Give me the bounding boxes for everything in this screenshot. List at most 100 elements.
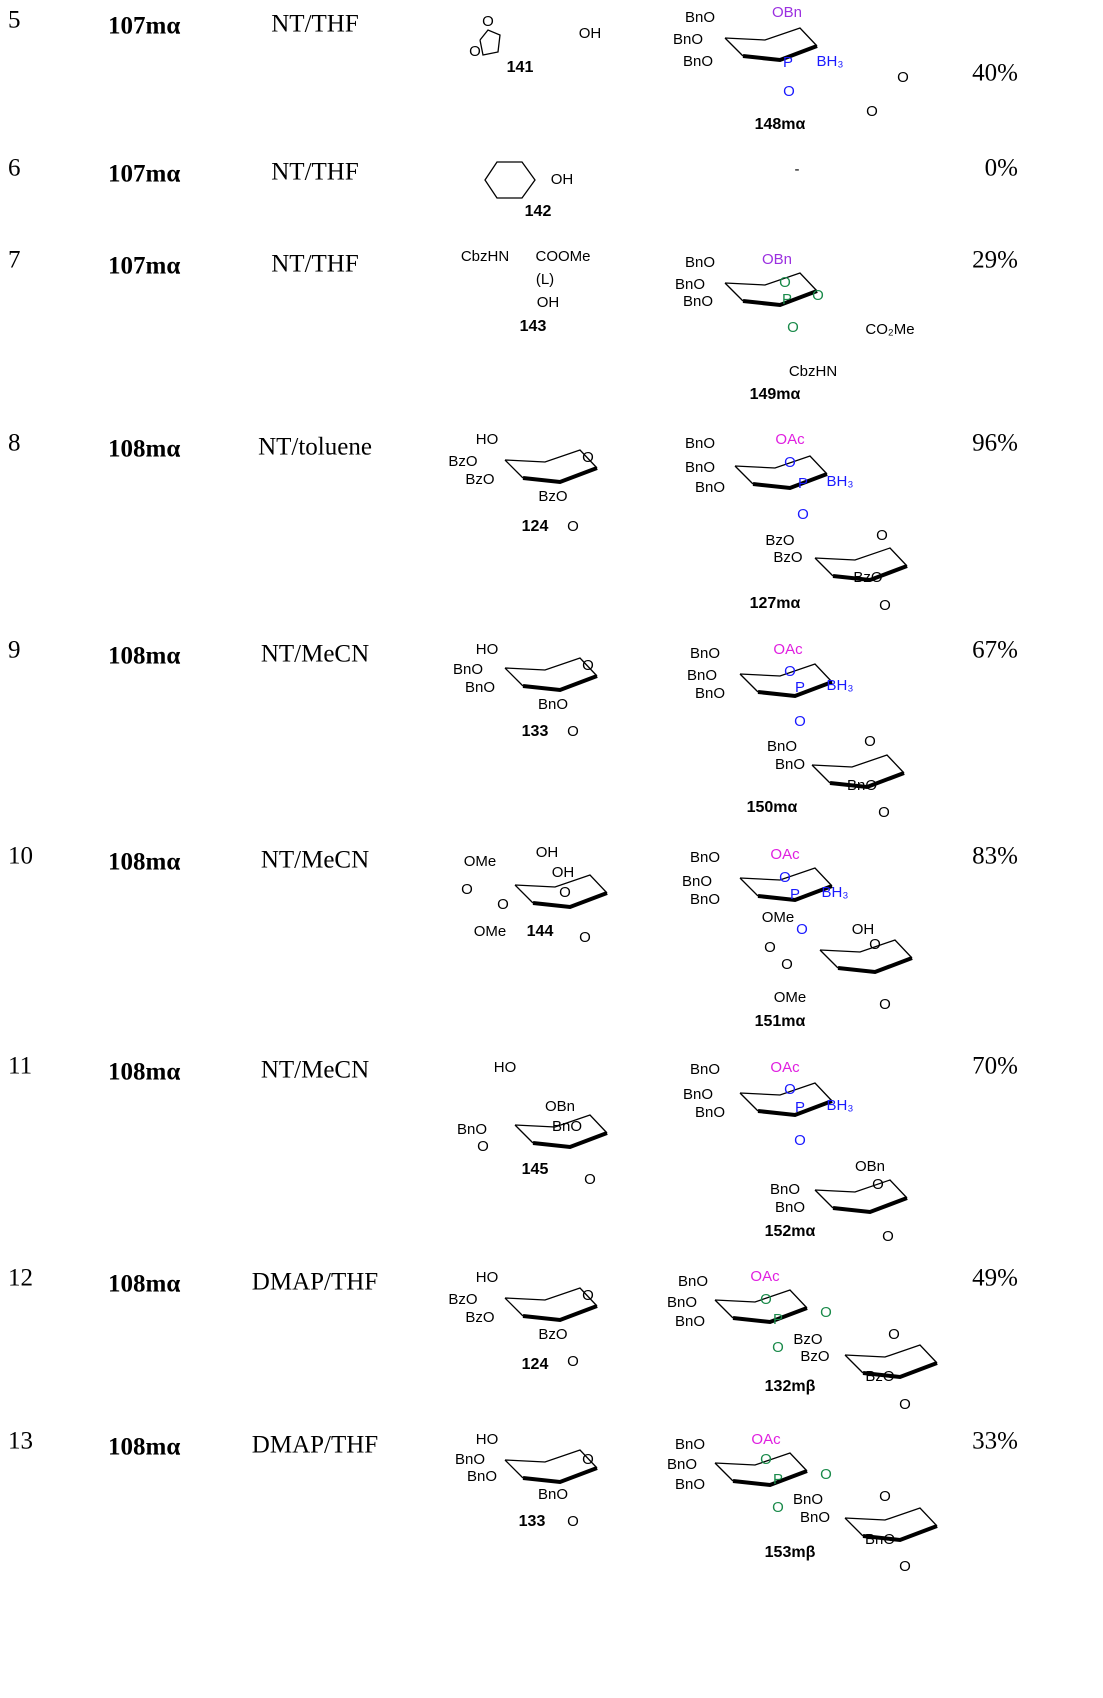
product-atom-label: BzO xyxy=(773,549,802,566)
product-atom-label: BH₃ xyxy=(827,677,854,694)
donor: 108mα xyxy=(108,643,180,670)
acceptor-id: 133 xyxy=(519,1513,546,1530)
product-atom-label: OAc xyxy=(750,1268,780,1285)
ring-bond xyxy=(504,449,598,469)
product-atom-label: BH₃ xyxy=(827,473,854,490)
acceptor-atom-label: O xyxy=(567,518,579,535)
product-atom-label: O xyxy=(779,274,791,291)
product-atom-label: O xyxy=(879,597,891,614)
conditions: NT/MeCN xyxy=(261,641,369,668)
ring-bond xyxy=(724,27,818,47)
product-atom-label: O xyxy=(899,1396,911,1413)
product-atom-label: BnO xyxy=(690,891,720,908)
product-atom-label: P xyxy=(790,886,800,903)
ring-bond xyxy=(504,667,524,687)
product-atom-label: O xyxy=(772,1499,784,1516)
acceptor-atom-label: BzO xyxy=(465,1309,494,1326)
product-atom-label: OMe xyxy=(762,909,795,926)
acceptor-atom-label: O xyxy=(497,896,509,913)
ring-bond xyxy=(739,663,833,683)
acceptor-atom-label: CbzHN xyxy=(461,248,509,265)
product-atom-label: O xyxy=(882,1228,894,1245)
product-atom-label: O xyxy=(866,103,878,120)
product-atom-label: BnO xyxy=(675,1436,705,1453)
entry-number: 7 xyxy=(8,247,21,274)
acceptor-atom-label: O xyxy=(461,881,473,898)
product-atom-label: BnO xyxy=(847,777,877,794)
ring-bond xyxy=(814,1179,908,1199)
product-atom-label: BnO xyxy=(690,645,720,662)
ring-bond-bold xyxy=(532,891,608,910)
ring-bond xyxy=(814,557,834,577)
product-atom-label: OBn xyxy=(855,1158,885,1175)
acceptor-atom-label: O xyxy=(559,884,571,901)
acceptor-atom-label: BnO xyxy=(467,1468,497,1485)
product-atom-label: BnO xyxy=(690,849,720,866)
acceptor-atom-label: O xyxy=(567,1353,579,1370)
ring-bond-bold xyxy=(752,472,828,491)
product-atom-label: BH₃ xyxy=(822,884,849,901)
ring-bond xyxy=(734,455,828,475)
product-atom-label: O xyxy=(888,1326,900,1343)
product-atom-label: BnO xyxy=(687,667,717,684)
ring-bond-bold xyxy=(862,1524,938,1543)
acceptor-atom-label: HO xyxy=(476,1269,499,1286)
product-atom-label: BnO xyxy=(685,9,715,26)
entry-number: 12 xyxy=(8,1265,33,1292)
acceptor-id: 133 xyxy=(522,723,549,740)
ring-bond-bold xyxy=(742,44,818,63)
acceptor-atom-label: BnO xyxy=(453,661,483,678)
yield: 96% xyxy=(972,430,1018,457)
product-atom-label: BH₃ xyxy=(827,1097,854,1114)
donor: 107mα xyxy=(108,161,180,188)
acceptor-atom-label: (L) xyxy=(536,271,554,288)
acceptor-atom-label: BzO xyxy=(465,471,494,488)
product-atom-label: O xyxy=(781,956,793,973)
product-atom-label: P xyxy=(773,1311,783,1328)
ring-bond xyxy=(739,1092,759,1112)
yield: 29% xyxy=(972,247,1018,274)
acceptor-atom-label: O xyxy=(579,929,591,946)
conditions: NT/THF xyxy=(271,251,359,278)
product-atom-label: BnO xyxy=(673,31,703,48)
ring-bond xyxy=(814,1189,834,1209)
product-atom-label: BzO xyxy=(793,1331,822,1348)
product-atom-label: BnO xyxy=(683,53,713,70)
donor: 108mα xyxy=(108,1434,180,1461)
entry-number: 13 xyxy=(8,1428,33,1455)
acceptor-atom-label: O xyxy=(582,1287,594,1304)
ring-bond xyxy=(844,1517,864,1537)
donor: 107mα xyxy=(108,13,180,40)
ring-bond-bold xyxy=(862,1361,938,1380)
acceptor-atom-label: BzO xyxy=(448,1291,477,1308)
yield: 40% xyxy=(972,60,1018,87)
product-atom-label: BnO xyxy=(865,1531,895,1548)
product-id: 127mα xyxy=(750,595,801,612)
ring-bond xyxy=(844,1344,938,1364)
acceptor-atom-label: COOMe xyxy=(535,248,590,265)
product-atom-label: BnO xyxy=(667,1294,697,1311)
product-atom-label: OAc xyxy=(751,1431,781,1448)
product-id: 151mα xyxy=(755,1013,806,1030)
ring-bond xyxy=(504,1449,598,1469)
acceptor-atom-label: BzO xyxy=(538,1326,567,1343)
ring-bond xyxy=(739,673,759,693)
product-atom-label: BnO xyxy=(675,276,705,293)
yield: 70% xyxy=(972,1053,1018,1080)
acceptor-atom-label: OH xyxy=(537,294,560,311)
product-atom-label: BnO xyxy=(675,1313,705,1330)
product-atom-label: O xyxy=(779,869,791,886)
ring-bond xyxy=(714,1452,808,1472)
entry-number: 6 xyxy=(8,155,21,182)
acceptor-atom-label: OH xyxy=(536,844,559,861)
ring-bond xyxy=(844,1507,938,1527)
product-atom-label: BnO xyxy=(775,756,805,773)
acceptor-atom-label: BnO xyxy=(455,1451,485,1468)
product-atom-label: O xyxy=(878,804,890,821)
acceptor-atom-label: O xyxy=(567,723,579,740)
product-atom-label: O xyxy=(772,1339,784,1356)
ring-bond xyxy=(724,37,744,57)
acceptor-atom-label: O xyxy=(469,43,481,60)
ring-bond xyxy=(504,657,598,677)
ring-bond-bold xyxy=(829,771,905,790)
